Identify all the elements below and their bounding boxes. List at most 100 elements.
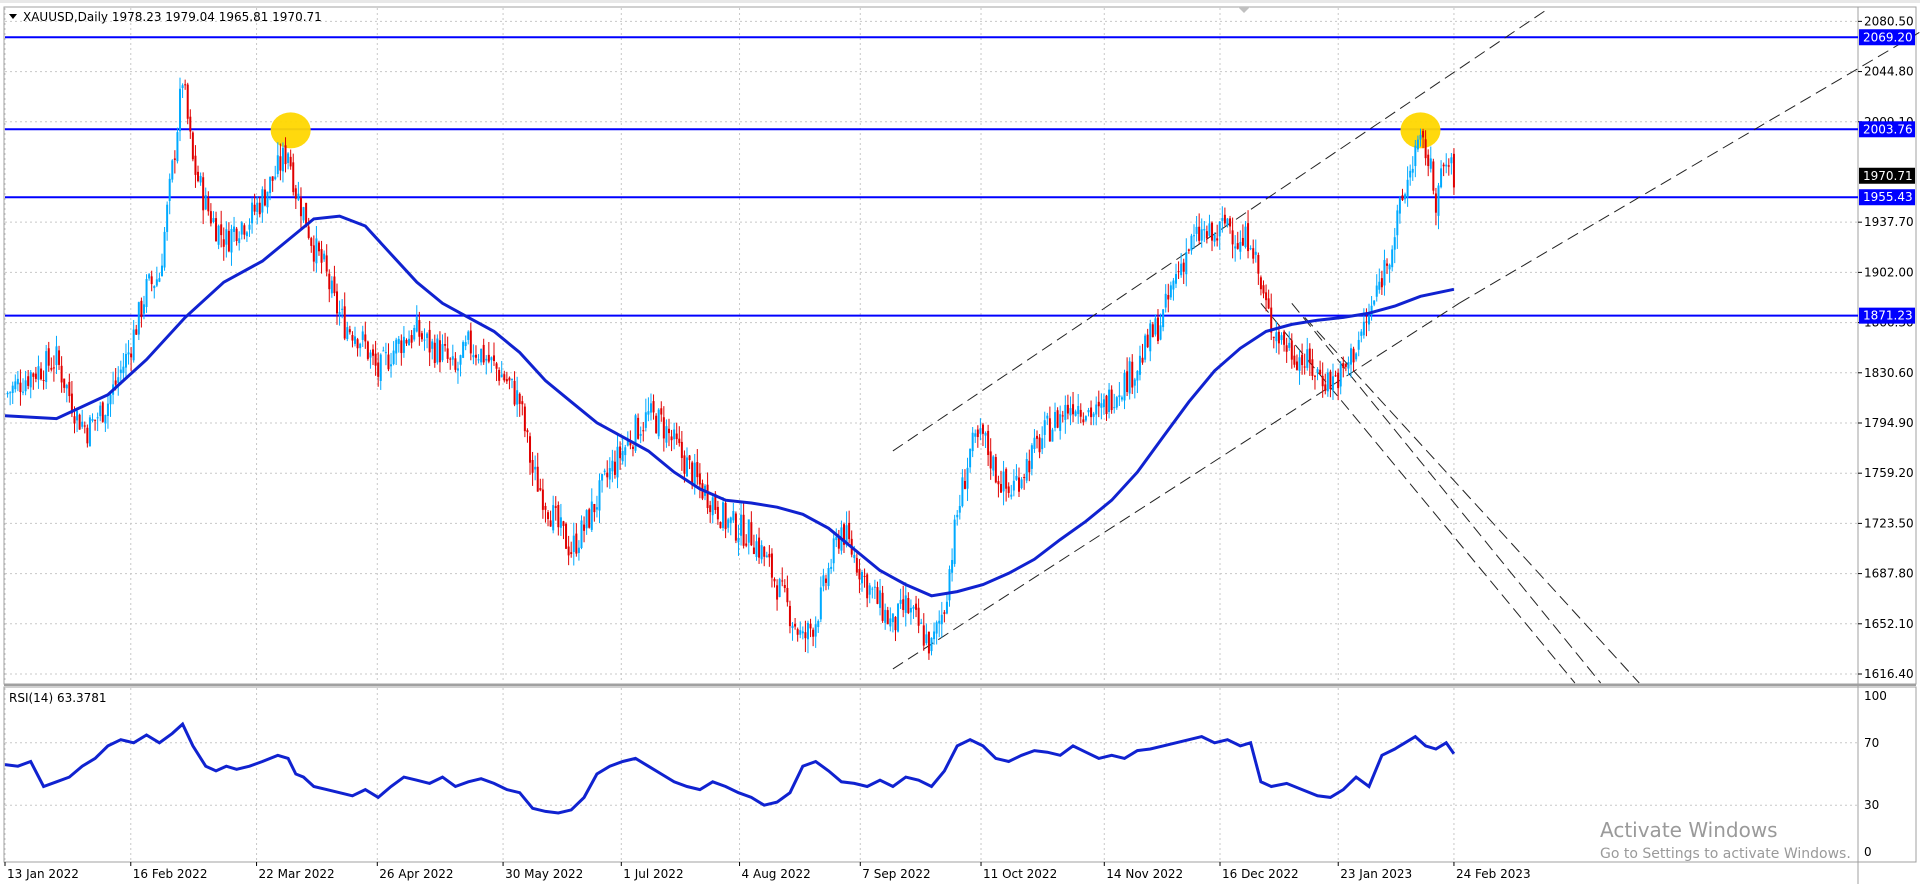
candle-body (1349, 348, 1352, 365)
candle-body (935, 622, 938, 634)
candle-body (366, 341, 369, 359)
candle-body (474, 354, 477, 358)
candle-body (1437, 185, 1440, 216)
candle-body (1056, 410, 1059, 428)
trend-line[interactable] (1458, 8, 1920, 304)
candle-body (1396, 210, 1399, 236)
candle-body (251, 202, 254, 224)
candle-body (552, 505, 555, 531)
date-tick-label: 7 Sep 2022 (862, 867, 930, 881)
price-tick-label: 2044.80 (1864, 65, 1914, 79)
candle-body (570, 552, 573, 555)
candle-body (902, 599, 905, 611)
candle-body (328, 273, 331, 290)
candle-body (879, 590, 882, 608)
candle-body (976, 429, 979, 438)
candle-body (891, 613, 894, 623)
level-price-tag (1859, 307, 1915, 324)
candle-body (644, 412, 647, 428)
rsi-tick-label: 0 (1864, 845, 1872, 859)
candle-body (776, 585, 779, 600)
candle-body (531, 460, 534, 473)
candle-body (547, 512, 550, 520)
candle-body (1306, 349, 1309, 368)
candle-body (657, 409, 660, 437)
candle-body (243, 225, 246, 235)
candle-body (32, 373, 35, 377)
candle-body (994, 457, 997, 483)
candle-body (235, 228, 238, 242)
symbol-dropdown-icon[interactable] (9, 14, 17, 19)
candle-body (1038, 437, 1041, 453)
candle-body (384, 352, 387, 354)
trend-lines[interactable] (892, 7, 1920, 684)
date-tick-label: 4 Aug 2022 (742, 867, 811, 881)
candle-body (186, 84, 189, 119)
candle-body (1406, 179, 1409, 198)
candle-body (1229, 218, 1232, 227)
candle-body (1267, 298, 1270, 309)
candle-body (258, 202, 261, 215)
candle-body (567, 546, 570, 556)
candle-body (577, 547, 580, 553)
candle-body (415, 316, 418, 332)
candle-body (1126, 371, 1129, 392)
candle-body (1156, 317, 1159, 342)
trend-line[interactable] (892, 7, 1550, 452)
rsi-info: RSI(14) 63.3781 (9, 691, 107, 705)
candle-body (693, 462, 696, 485)
candle-body (1362, 321, 1365, 336)
candle-body (583, 524, 586, 531)
candle-body (454, 358, 457, 370)
candle-body (166, 204, 169, 232)
candle-body (1213, 234, 1216, 242)
date-tick-label: 16 Feb 2022 (133, 867, 208, 881)
candle-body (1002, 471, 1005, 492)
candle-body (1409, 170, 1412, 178)
candle-body (1440, 168, 1443, 188)
candle-body (554, 506, 557, 508)
candle-body (150, 276, 153, 285)
candle-body (45, 351, 48, 383)
candle-body (14, 381, 17, 390)
candle-body (405, 339, 408, 344)
candle-body (472, 355, 475, 358)
candle-body (966, 467, 969, 489)
price-axis[interactable]: 2080.502044.802009.101937.701902.001866.… (1858, 14, 1914, 681)
level-price-tag-label: 2069.20 (1863, 30, 1913, 44)
candle-body (871, 588, 874, 590)
candle-body (801, 631, 804, 634)
date-axis[interactable]: 13 Jan 2022 16 Feb 2022 22 Mar 2022 26 Apr … (4, 862, 1531, 881)
candle-body (639, 433, 642, 436)
candle-body (191, 132, 194, 160)
candle-body (91, 419, 94, 421)
candle-body (83, 425, 86, 427)
candle-body (933, 631, 936, 640)
candle-body (104, 414, 107, 424)
horizontal-levels[interactable] (5, 36, 1858, 317)
candle-body (1182, 262, 1185, 272)
candle-body (873, 586, 876, 588)
candle-body (1018, 477, 1021, 492)
rsi-axis: 100 70 30 0 (1864, 689, 1887, 859)
candle-body (719, 521, 722, 529)
candle-body (909, 607, 912, 613)
candle-body (1241, 237, 1244, 246)
candle-body (456, 368, 459, 371)
candle-body (441, 344, 444, 361)
candle-body (34, 373, 37, 379)
candle-body (392, 350, 395, 365)
trend-line[interactable] (1304, 317, 1640, 684)
candle-body (673, 429, 676, 440)
candle-body (981, 424, 984, 434)
candle-body (305, 202, 308, 228)
candle-body (1298, 357, 1301, 371)
trend-line[interactable] (892, 302, 1460, 670)
level-price-tag-label: 2003.76 (1863, 122, 1913, 136)
chart-shift-marker-icon[interactable] (1238, 7, 1250, 13)
candle-body (202, 177, 205, 211)
candle-body (1398, 197, 1401, 214)
candle-body (631, 446, 634, 449)
